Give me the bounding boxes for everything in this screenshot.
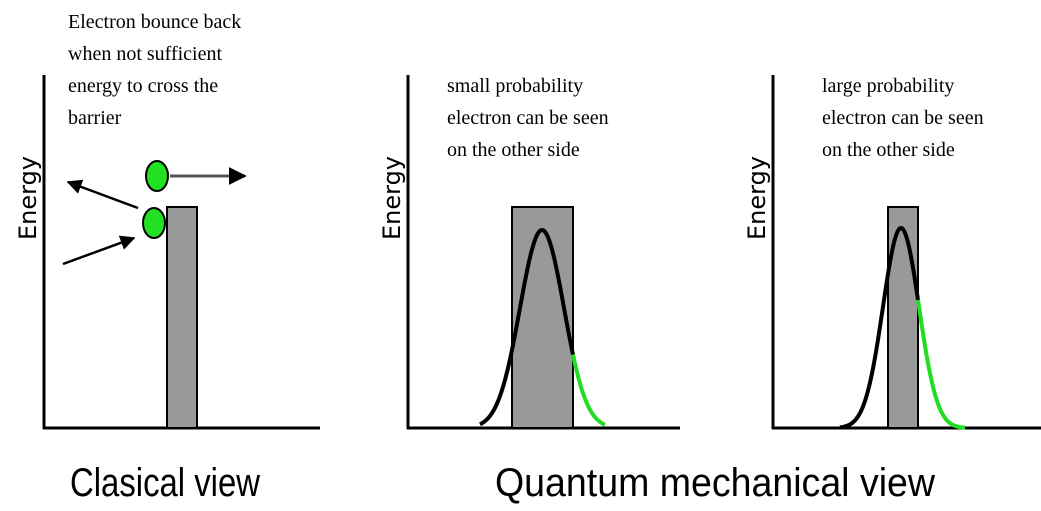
- axis-label: Energy: [743, 156, 771, 240]
- annotation-line: when not sufficient: [68, 43, 222, 65]
- caption: Quantum mechanical view: [495, 461, 935, 505]
- classical-panel: Energy Electron bounce back when not suff…: [14, 11, 320, 430]
- annotation-line: energy to cross the: [68, 75, 218, 97]
- annotation-line: electron can be seen: [822, 107, 984, 129]
- annotation-line: large probability: [822, 75, 954, 97]
- annotation-line: on the other side: [822, 139, 955, 161]
- electron: [142, 207, 166, 239]
- quantum-panel-small: Energy small probability electron can be …: [378, 75, 680, 430]
- annotation-line: small probability: [447, 75, 583, 97]
- annotation-line: barrier: [68, 107, 122, 129]
- transmitted-wave: [571, 354, 606, 427]
- wavefunction: [479, 227, 575, 427]
- quantum-panel-large: Energy large probability electron can be …: [743, 75, 1041, 430]
- wavefunction: [839, 225, 920, 430]
- caption: Clasical view: [70, 461, 260, 505]
- annotation-line: Electron bounce back: [68, 11, 241, 33]
- barrier: [887, 206, 919, 429]
- arrow: [62, 235, 136, 266]
- annotation-line: on the other side: [447, 139, 580, 161]
- electron: [145, 160, 169, 192]
- barrier: [166, 206, 198, 429]
- annotation-line: electron can be seen: [447, 107, 609, 129]
- transmitted-wave: [916, 299, 965, 430]
- arrow: [66, 179, 139, 210]
- axis-label: Energy: [14, 156, 42, 240]
- barrier: [511, 206, 574, 429]
- axis-label: Energy: [378, 156, 406, 240]
